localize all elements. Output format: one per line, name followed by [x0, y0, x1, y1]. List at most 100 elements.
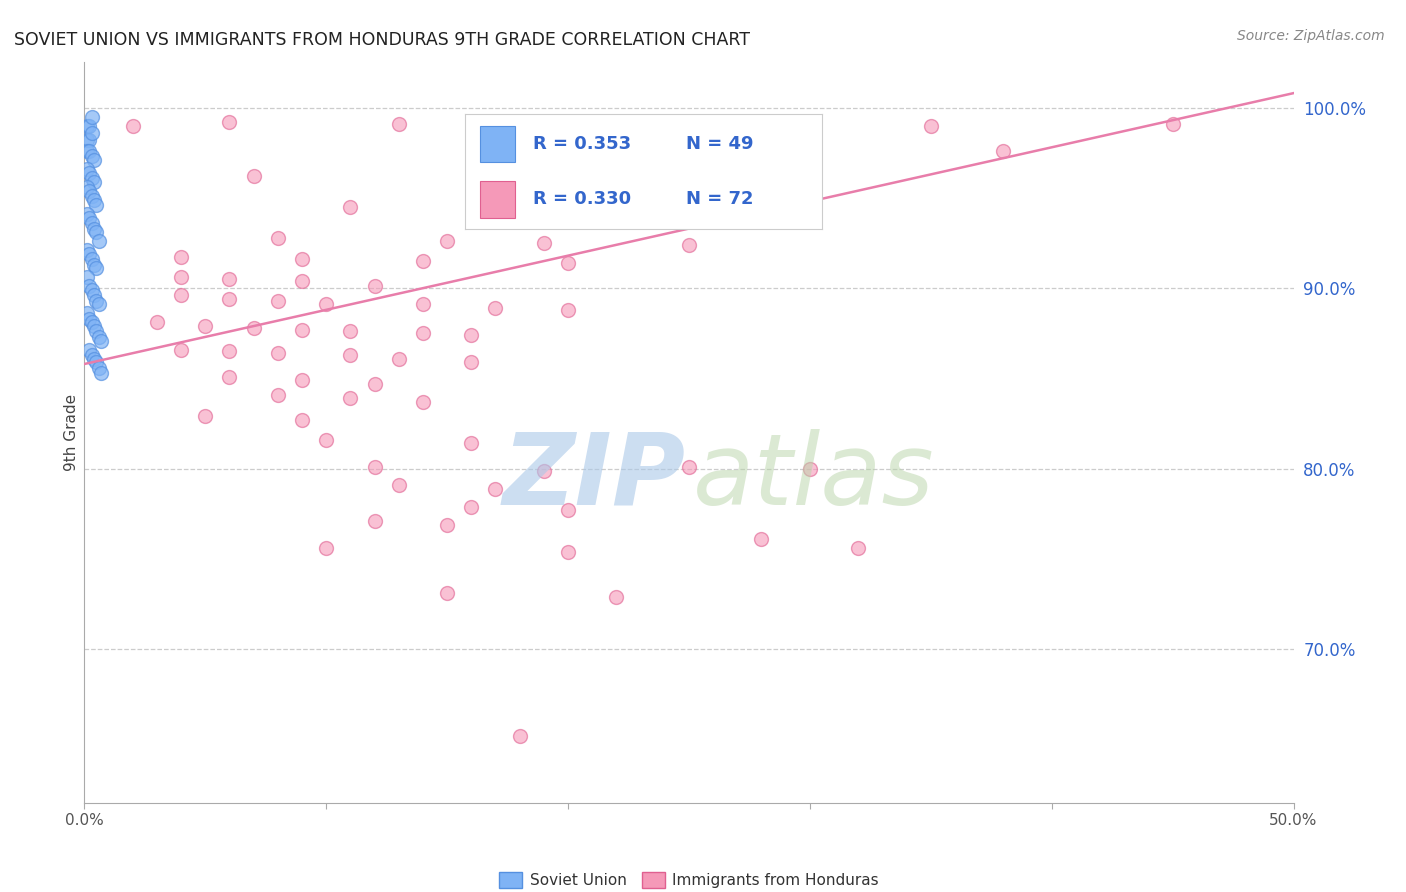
- Point: [363, 279, 385, 293]
- Point: [363, 376, 385, 391]
- Point: [339, 348, 361, 362]
- Point: [90, 334, 112, 348]
- Point: [170, 288, 193, 302]
- Point: [218, 292, 240, 306]
- Point: [291, 274, 314, 288]
- Point: [80, 126, 103, 140]
- Point: [339, 325, 361, 339]
- Point: [388, 478, 411, 492]
- Point: [86, 293, 108, 308]
- Point: [291, 413, 314, 427]
- Point: [80, 171, 103, 186]
- Point: [83, 258, 105, 272]
- Point: [412, 395, 434, 409]
- Point: [388, 351, 411, 366]
- Point: [436, 586, 458, 600]
- Point: [218, 344, 240, 359]
- Point: [170, 270, 193, 285]
- Point: [557, 545, 579, 559]
- Point: [751, 119, 773, 133]
- Point: [121, 119, 143, 133]
- Text: atlas: atlas: [693, 428, 934, 525]
- Point: [76, 119, 98, 133]
- Point: [218, 115, 240, 129]
- Point: [76, 207, 98, 221]
- Point: [412, 254, 434, 268]
- Point: [76, 180, 98, 194]
- Point: [484, 301, 506, 315]
- Point: [339, 392, 361, 406]
- Point: [291, 373, 314, 387]
- Point: [315, 541, 337, 556]
- Point: [1161, 117, 1184, 131]
- Point: [557, 302, 579, 317]
- Point: [678, 459, 700, 474]
- Point: [83, 319, 105, 334]
- Text: ZIP: ZIP: [502, 428, 685, 525]
- Point: [83, 175, 105, 189]
- Point: [315, 433, 337, 447]
- Point: [412, 326, 434, 341]
- Point: [533, 235, 555, 250]
- Point: [76, 133, 98, 147]
- Point: [993, 144, 1015, 158]
- Point: [460, 436, 482, 450]
- Point: [146, 316, 169, 330]
- Point: [194, 409, 217, 424]
- Point: [76, 161, 98, 176]
- Point: [83, 221, 105, 235]
- Point: [77, 184, 100, 198]
- Point: [799, 461, 821, 475]
- Point: [87, 360, 110, 375]
- Point: [83, 193, 105, 207]
- Point: [267, 387, 290, 401]
- Point: [86, 261, 108, 276]
- Point: [77, 343, 100, 357]
- Point: [242, 321, 264, 335]
- Point: [80, 110, 103, 124]
- Text: Source: ZipAtlas.com: Source: ZipAtlas.com: [1237, 29, 1385, 43]
- Point: [436, 517, 458, 532]
- Point: [315, 297, 337, 311]
- Point: [170, 343, 193, 357]
- Text: SOVIET UNION VS IMMIGRANTS FROM HONDURAS 9TH GRADE CORRELATION CHART: SOVIET UNION VS IMMIGRANTS FROM HONDURAS…: [14, 31, 749, 49]
- Point: [460, 355, 482, 369]
- Point: [87, 234, 110, 248]
- Point: [77, 119, 100, 133]
- Point: [77, 311, 100, 326]
- Point: [218, 272, 240, 286]
- Point: [484, 482, 506, 496]
- Point: [77, 144, 100, 158]
- Point: [291, 252, 314, 267]
- Point: [90, 366, 112, 380]
- Legend: Soviet Union, Immigrants from Honduras: Soviet Union, Immigrants from Honduras: [494, 866, 884, 892]
- Point: [76, 144, 98, 158]
- Point: [77, 133, 100, 147]
- Point: [86, 325, 108, 339]
- Point: [87, 330, 110, 344]
- Point: [678, 237, 700, 252]
- Point: [80, 348, 103, 362]
- Point: [557, 256, 579, 270]
- Point: [80, 252, 103, 267]
- Point: [80, 189, 103, 203]
- Point: [76, 244, 98, 258]
- Point: [87, 297, 110, 311]
- Point: [170, 251, 193, 265]
- Point: [460, 500, 482, 514]
- Point: [751, 532, 773, 546]
- Point: [436, 234, 458, 248]
- Point: [363, 459, 385, 474]
- Point: [86, 355, 108, 369]
- Point: [605, 590, 627, 604]
- Point: [77, 211, 100, 225]
- Point: [267, 346, 290, 360]
- Point: [77, 279, 100, 293]
- Point: [557, 503, 579, 517]
- Point: [339, 200, 361, 214]
- Point: [83, 288, 105, 302]
- Point: [86, 225, 108, 239]
- Point: [83, 351, 105, 366]
- Point: [533, 464, 555, 478]
- Point: [363, 514, 385, 528]
